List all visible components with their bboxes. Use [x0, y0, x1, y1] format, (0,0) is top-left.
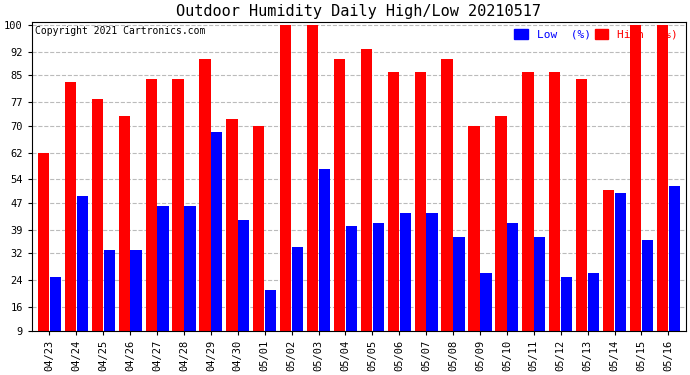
Text: Copyright 2021 Cartronics.com: Copyright 2021 Cartronics.com — [35, 26, 206, 36]
Bar — [130, 250, 141, 361]
Bar — [265, 290, 276, 361]
Bar — [561, 277, 572, 361]
Bar — [292, 247, 303, 361]
Title: Outdoor Humidity Daily High/Low 20210517: Outdoor Humidity Daily High/Low 20210517 — [177, 4, 542, 19]
Bar — [104, 250, 115, 361]
Bar — [253, 126, 264, 361]
Bar — [307, 25, 318, 361]
Bar — [630, 25, 641, 361]
Bar — [588, 273, 599, 361]
Legend: Low  (%), High  (%): Low (%), High (%) — [512, 27, 680, 42]
Bar — [319, 170, 330, 361]
Bar — [77, 196, 88, 361]
Bar — [211, 132, 222, 361]
Bar — [534, 237, 545, 361]
Bar — [549, 72, 560, 361]
Bar — [615, 193, 626, 361]
Bar — [334, 58, 345, 361]
Bar — [346, 226, 357, 361]
Bar — [426, 213, 437, 361]
Bar — [373, 223, 384, 361]
Bar — [388, 72, 399, 361]
Bar — [226, 119, 237, 361]
Bar — [280, 25, 291, 361]
Bar — [184, 206, 195, 361]
Bar — [469, 126, 480, 361]
Bar — [495, 116, 506, 361]
Bar — [480, 273, 491, 361]
Bar — [642, 240, 653, 361]
Bar — [199, 58, 210, 361]
Bar — [657, 25, 668, 361]
Bar — [119, 116, 130, 361]
Bar — [65, 82, 76, 361]
Bar — [400, 213, 411, 361]
Bar — [453, 237, 464, 361]
Bar — [507, 223, 518, 361]
Bar — [172, 79, 184, 361]
Bar — [157, 206, 168, 361]
Bar — [361, 49, 372, 361]
Bar — [603, 190, 614, 361]
Bar — [146, 79, 157, 361]
Bar — [522, 72, 533, 361]
Bar — [38, 153, 49, 361]
Bar — [415, 72, 426, 361]
Bar — [669, 186, 680, 361]
Bar — [238, 220, 249, 361]
Bar — [442, 58, 453, 361]
Bar — [576, 79, 587, 361]
Bar — [92, 99, 103, 361]
Bar — [50, 277, 61, 361]
